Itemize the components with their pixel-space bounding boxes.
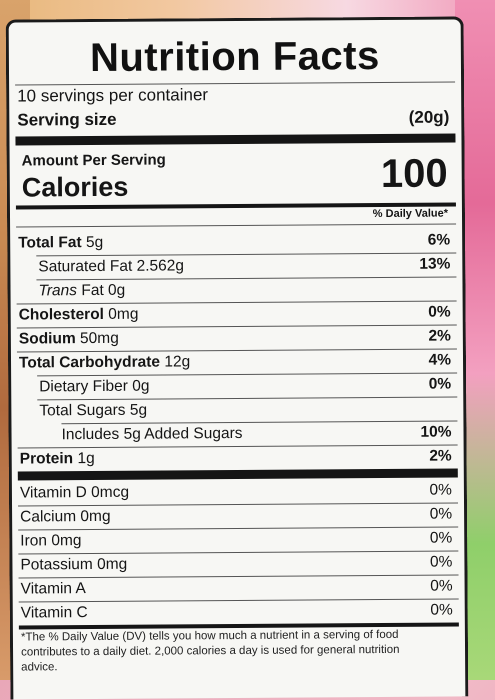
divider bbox=[37, 396, 458, 401]
dv-value: 4% bbox=[428, 351, 452, 369]
divider bbox=[37, 372, 458, 377]
nutrition-facts-label: Nutrition Facts 10 servings per containe… bbox=[5, 16, 469, 700]
divider bbox=[18, 574, 459, 579]
vitamin-row-vitamin-d: Vitamin D 0mcg 0% bbox=[19, 481, 452, 502]
daily-value-header: % Daily Value* bbox=[372, 207, 449, 221]
dv-value: 0% bbox=[429, 529, 453, 547]
divider bbox=[17, 444, 458, 449]
divider bbox=[61, 420, 458, 425]
label-title: Nutrition Facts bbox=[89, 33, 380, 81]
serving-size-row: Serving size (20g) bbox=[17, 108, 449, 131]
dv-value: 0% bbox=[428, 303, 451, 321]
dv-value: 2% bbox=[429, 447, 452, 465]
divider bbox=[18, 502, 459, 507]
dv-value: 0% bbox=[430, 577, 453, 595]
dv-value: 2% bbox=[428, 327, 451, 345]
dv-value: 0% bbox=[428, 375, 452, 393]
dv-value: 13% bbox=[419, 255, 451, 273]
divider bbox=[16, 324, 457, 329]
thick-divider bbox=[17, 468, 458, 481]
thick-divider bbox=[15, 133, 456, 146]
serving-size-value: (20g) bbox=[408, 107, 450, 127]
dv-value: 0% bbox=[429, 553, 453, 571]
divider bbox=[36, 276, 457, 281]
dv-value: 0% bbox=[430, 601, 453, 619]
divider bbox=[16, 223, 457, 228]
serving-size-label: Serving size bbox=[17, 109, 117, 130]
footnote: *The % Daily Value (DV) tells you how mu… bbox=[20, 628, 400, 674]
divider bbox=[16, 348, 457, 353]
divider bbox=[18, 526, 459, 531]
divider bbox=[36, 252, 457, 257]
divider bbox=[18, 550, 459, 555]
dv-value: 10% bbox=[420, 423, 452, 441]
amount-per-serving: Amount Per Serving bbox=[21, 151, 166, 170]
calories-value: 100 bbox=[380, 151, 448, 196]
calories-label: Calories bbox=[21, 171, 129, 203]
divider bbox=[18, 598, 459, 603]
nutrient-row-added-sugars: Includes 5g Added Sugars 10% bbox=[61, 423, 452, 444]
divider bbox=[16, 300, 457, 305]
servings-per-container: 10 servings per container bbox=[17, 85, 209, 106]
nutrient-row-total-fat: Total Fat 5g 6% bbox=[18, 231, 451, 252]
divider bbox=[15, 81, 456, 86]
dv-value: 0% bbox=[429, 481, 452, 499]
dv-value: 6% bbox=[427, 231, 451, 249]
dv-value: 0% bbox=[429, 505, 453, 523]
